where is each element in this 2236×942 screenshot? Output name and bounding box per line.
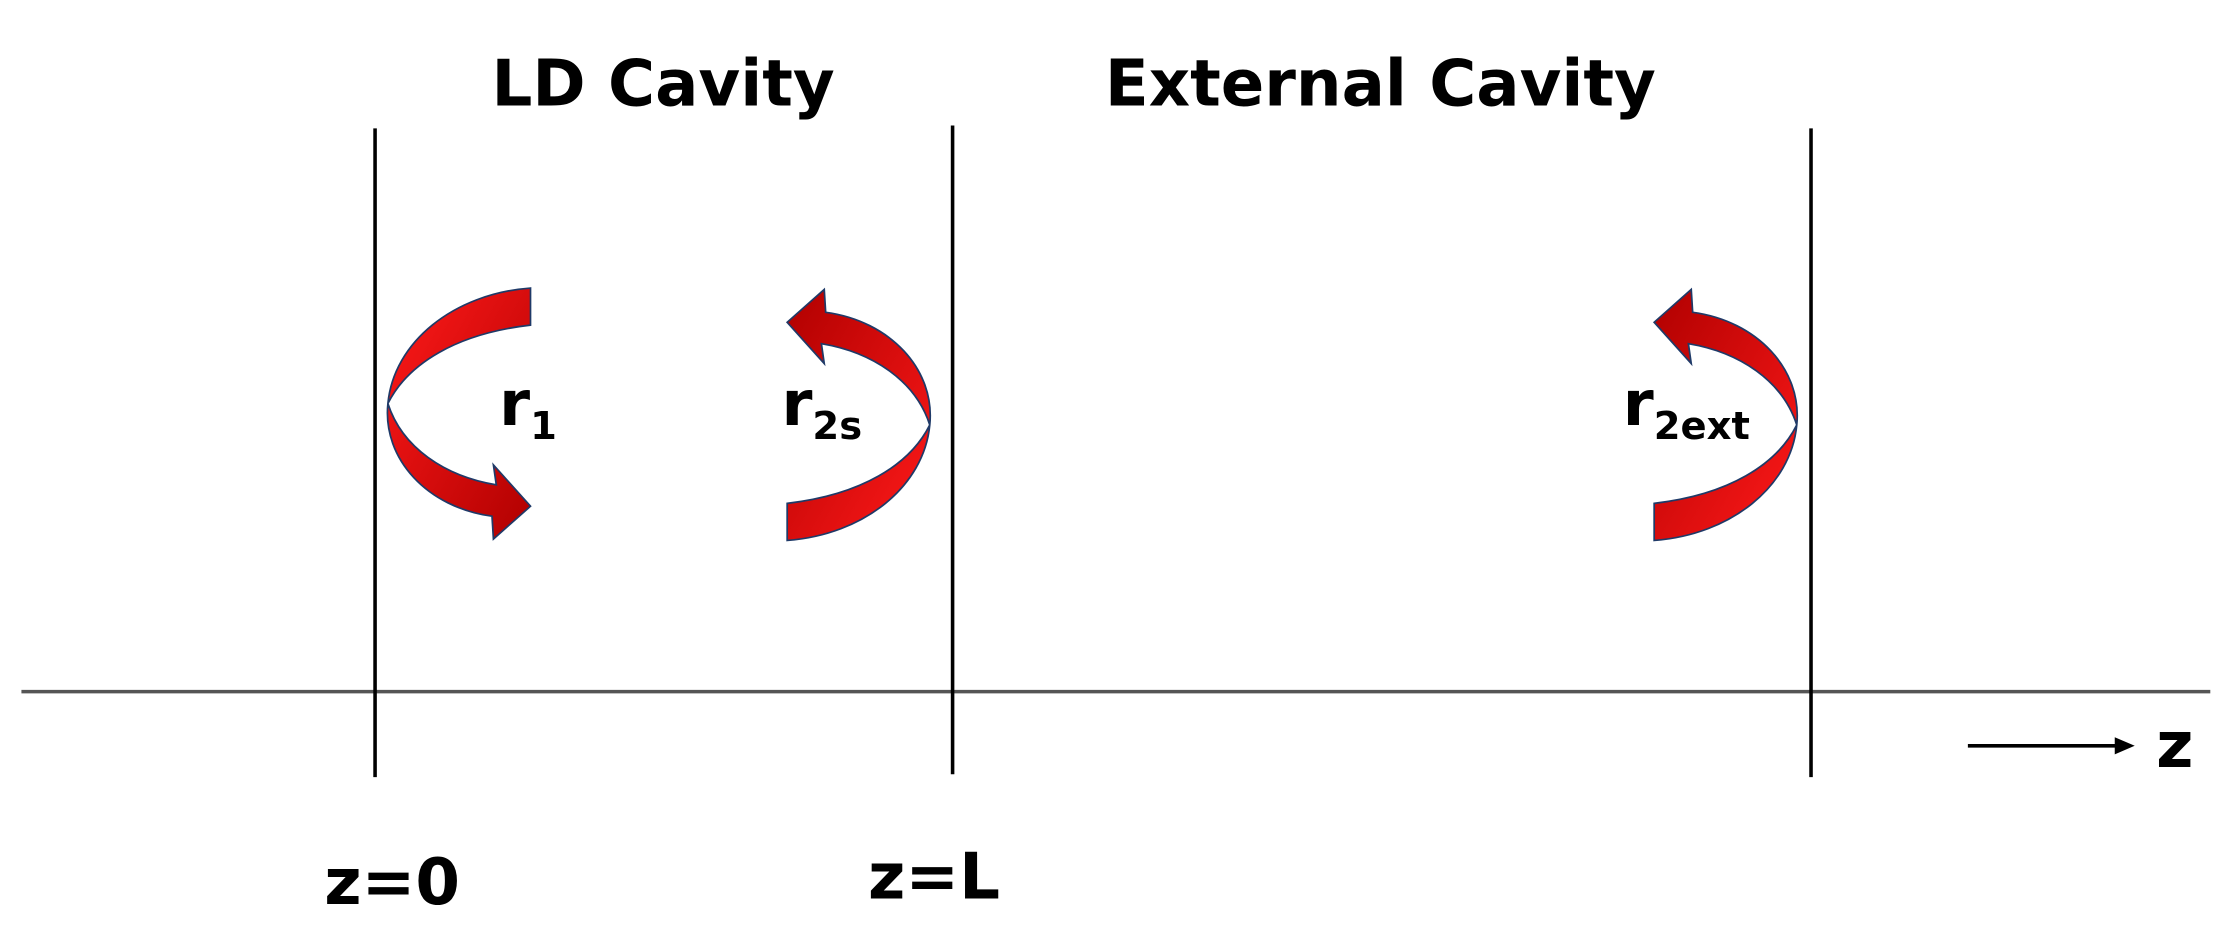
- region-label: External Cavity: [1105, 47, 1656, 122]
- reflectivity-label: r2s: [781, 367, 862, 449]
- symbol: r: [499, 367, 530, 440]
- reflectivity-label: r2ext: [1623, 367, 1750, 449]
- position-label: z=L: [868, 839, 1000, 914]
- subscript: 2s: [812, 404, 862, 449]
- axis-label: z: [2156, 708, 2193, 783]
- symbol: r: [1623, 367, 1654, 440]
- region-label: LD Cavity: [492, 47, 835, 122]
- reflectivity-label: r1: [499, 367, 557, 449]
- subscript: 2ext: [1654, 404, 1750, 449]
- subscript: 1: [530, 404, 557, 449]
- symbol: r: [781, 367, 812, 440]
- arrowhead: [2114, 737, 2135, 755]
- position-label: z=0: [324, 845, 460, 920]
